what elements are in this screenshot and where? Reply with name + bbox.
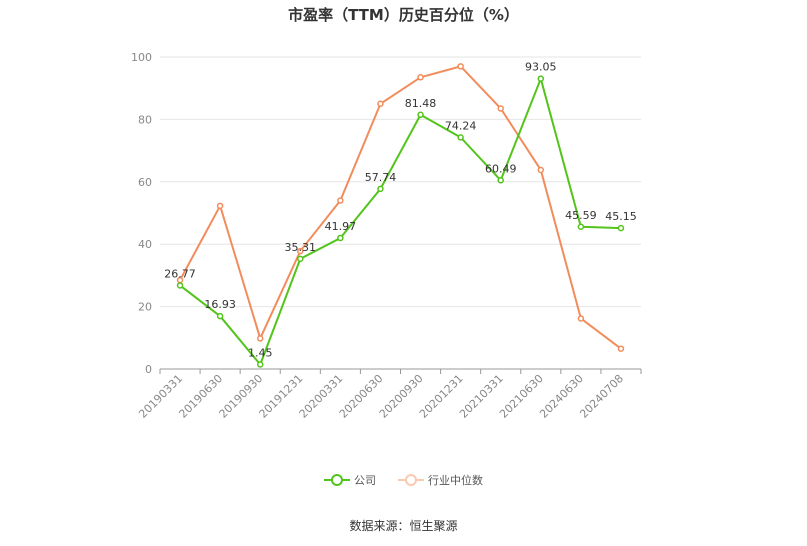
data-point — [337, 234, 344, 242]
series-line-1 — [179, 65, 622, 350]
data-point — [617, 345, 625, 352]
legend-industry-marker-icon — [398, 474, 424, 486]
data-point — [537, 166, 545, 174]
y-tick-label: 60 — [138, 176, 152, 189]
data-point — [216, 202, 224, 210]
data-point — [417, 111, 424, 119]
legend-company-marker-icon — [324, 474, 350, 486]
data-point — [377, 185, 384, 193]
line-chart: 0204060801002019033120190630201909302019… — [131, 51, 642, 421]
data-label: 81.48 — [405, 97, 437, 110]
data-point — [577, 223, 585, 231]
data-point — [457, 134, 464, 141]
data-point — [337, 197, 344, 204]
data-label: 60.49 — [485, 162, 517, 175]
legend: 公司 行业中位数 — [0, 472, 807, 488]
data-label: 26.77 — [164, 267, 196, 280]
data-point — [537, 75, 545, 82]
data-point — [256, 335, 264, 342]
y-tick-label: 40 — [138, 238, 152, 251]
data-label: 35.31 — [285, 241, 317, 254]
legend-industry-label: 行业中位数 — [428, 474, 483, 487]
data-label: 41.97 — [325, 220, 357, 233]
legend-company-label: 公司 — [354, 474, 376, 487]
y-tick-label: 100 — [131, 51, 152, 64]
data-point — [297, 247, 304, 255]
data-point — [497, 105, 504, 112]
data-label: 1.45 — [248, 346, 273, 359]
data-point — [577, 315, 585, 322]
data-point — [417, 74, 424, 81]
data-point — [297, 255, 304, 263]
legend-item-company[interactable]: 公司 — [324, 472, 376, 488]
data-point — [457, 63, 464, 70]
y-tick-label: 0 — [145, 363, 152, 376]
y-tick-label: 20 — [138, 301, 152, 314]
data-label: 93.05 — [525, 61, 557, 74]
chart-title: 市盈率（TTM）历史百分位（%） — [288, 6, 519, 24]
x-tick-label: 20240708 — [577, 372, 626, 421]
data-label: 45.15 — [605, 210, 637, 223]
data-point — [617, 224, 625, 232]
legend-item-industry-median[interactable]: 行业中位数 — [398, 472, 483, 488]
data-point — [216, 312, 224, 320]
data-source-note: 数据来源：恒生聚源 — [349, 519, 458, 533]
data-label: 74.24 — [445, 119, 477, 132]
data-point — [377, 100, 384, 108]
data-label: 16.93 — [204, 298, 236, 311]
data-point — [256, 361, 264, 368]
data-point — [497, 177, 504, 184]
y-tick-label: 80 — [138, 113, 152, 126]
data-label: 57.74 — [365, 171, 397, 184]
series-line-0 — [179, 77, 621, 366]
data-label: 45.59 — [565, 209, 597, 222]
data-point — [176, 282, 184, 289]
